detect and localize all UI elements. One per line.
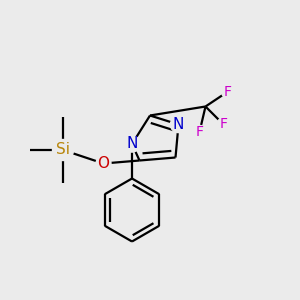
Circle shape [170,116,187,133]
Circle shape [221,85,235,98]
Text: F: F [224,85,232,98]
Circle shape [193,125,206,139]
Circle shape [217,118,230,131]
Text: F: F [220,118,227,131]
Text: N: N [126,136,138,152]
Text: O: O [98,156,110,171]
Circle shape [52,140,74,160]
Circle shape [96,156,111,171]
Text: F: F [196,125,203,139]
Text: Si: Si [56,142,70,158]
Circle shape [124,136,140,152]
Text: N: N [173,117,184,132]
